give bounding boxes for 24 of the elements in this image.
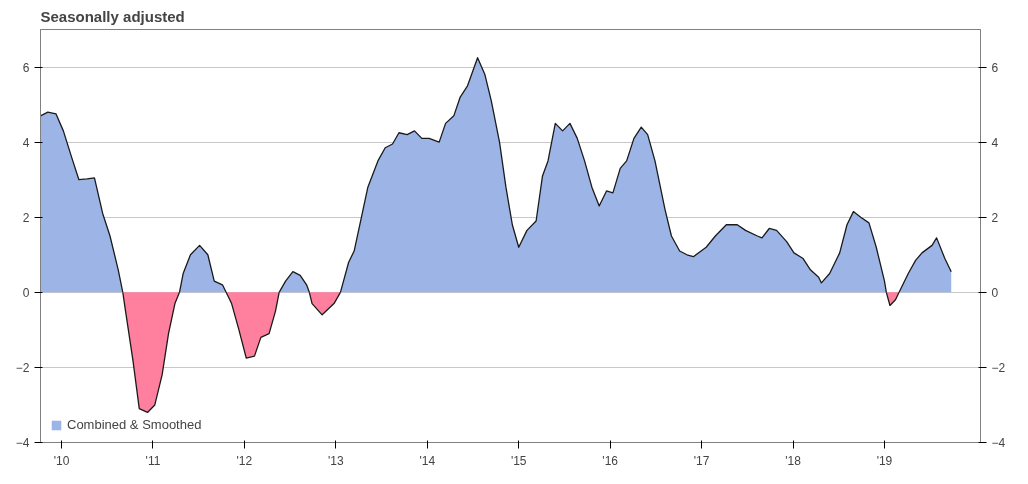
x-tick-label: '18: [785, 453, 802, 468]
y-tick-label: −4: [15, 436, 30, 450]
legend-label: Combined & Smoothed: [67, 417, 202, 432]
x-tick-label: '17: [693, 453, 710, 468]
x-tick-label: '12: [236, 453, 253, 468]
chart-title: Seasonally adjusted: [40, 7, 185, 25]
x-tick-label: '19: [876, 453, 893, 468]
x-tick-label: '11: [145, 453, 161, 468]
y-tick-label: 0: [22, 285, 30, 300]
y-tick-label: 2: [22, 210, 30, 225]
y-tick-label: −2: [15, 360, 30, 375]
x-tick-label: '16: [602, 453, 619, 468]
y2-tick-label: 6: [991, 60, 999, 75]
y2-tick-label: −2: [991, 360, 1006, 375]
y-tick-label: 4: [22, 135, 30, 150]
y2-tick-label: 2: [991, 210, 999, 225]
x-tick-label: '13: [328, 453, 344, 468]
x-tick-label: '10: [53, 453, 70, 468]
y2-tick-label: −4: [991, 436, 1006, 450]
y-tick-label: 6: [22, 60, 30, 75]
x-tick-label: '14: [419, 453, 436, 468]
y2-tick-label: 4: [991, 135, 999, 150]
y2-tick-label: 0: [991, 285, 999, 300]
x-tick-label: '15: [510, 453, 527, 468]
